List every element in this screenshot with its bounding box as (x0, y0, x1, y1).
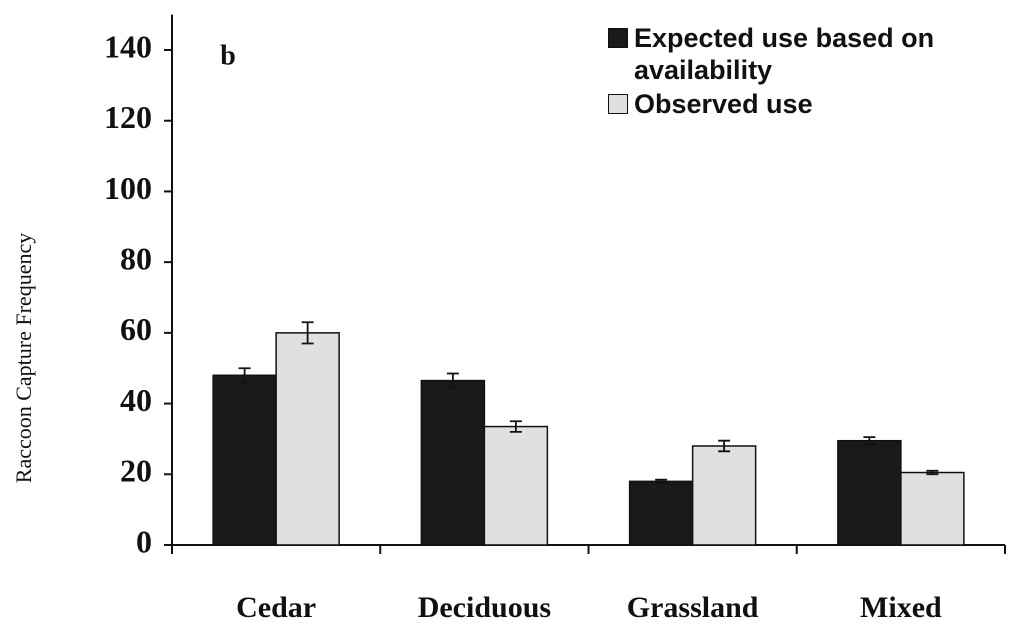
legend: Expected use based on availability Observ… (608, 22, 1008, 122)
bar (420, 379, 486, 546)
panel-label: b (220, 40, 236, 71)
bar (628, 480, 694, 546)
y-tick-label: 80 (120, 240, 152, 276)
error-bar (301, 321, 314, 345)
legend-swatch (608, 94, 628, 114)
legend-label: Expected use based on availability (634, 23, 935, 85)
y-tick-label: 120 (104, 99, 152, 135)
bar (691, 445, 757, 546)
legend-item: Observed use (608, 88, 1008, 120)
y-tick-label: 60 (120, 311, 152, 347)
legend-swatch (608, 28, 628, 48)
x-tick-label: Grassland (627, 591, 759, 624)
x-tick-label: Mixed (860, 591, 942, 624)
x-tick-label: Deciduous (418, 591, 551, 624)
error-bar (926, 469, 939, 476)
y-tick-label: 0 (136, 523, 152, 559)
bar (483, 425, 549, 546)
y-tick-label: 100 (104, 170, 152, 206)
error-bar (655, 478, 668, 485)
error-bar (509, 420, 522, 433)
y-tick-label: 20 (120, 453, 152, 489)
bar (275, 332, 340, 546)
error-bar (718, 439, 731, 453)
error-bar (863, 436, 876, 446)
y-tick-label: 40 (120, 382, 152, 418)
bar (900, 471, 965, 546)
error-bar (446, 372, 459, 389)
legend-label: Observed use (634, 89, 813, 119)
error-bar (238, 367, 251, 384)
bar (212, 374, 277, 546)
bar (837, 439, 902, 546)
x-tick-label: Cedar (236, 591, 316, 624)
y-tick-label: 140 (104, 28, 152, 64)
legend-item: Expected use based on availability (608, 22, 1008, 86)
y-axis-label: Raccoon Capture Frequency (11, 233, 36, 483)
